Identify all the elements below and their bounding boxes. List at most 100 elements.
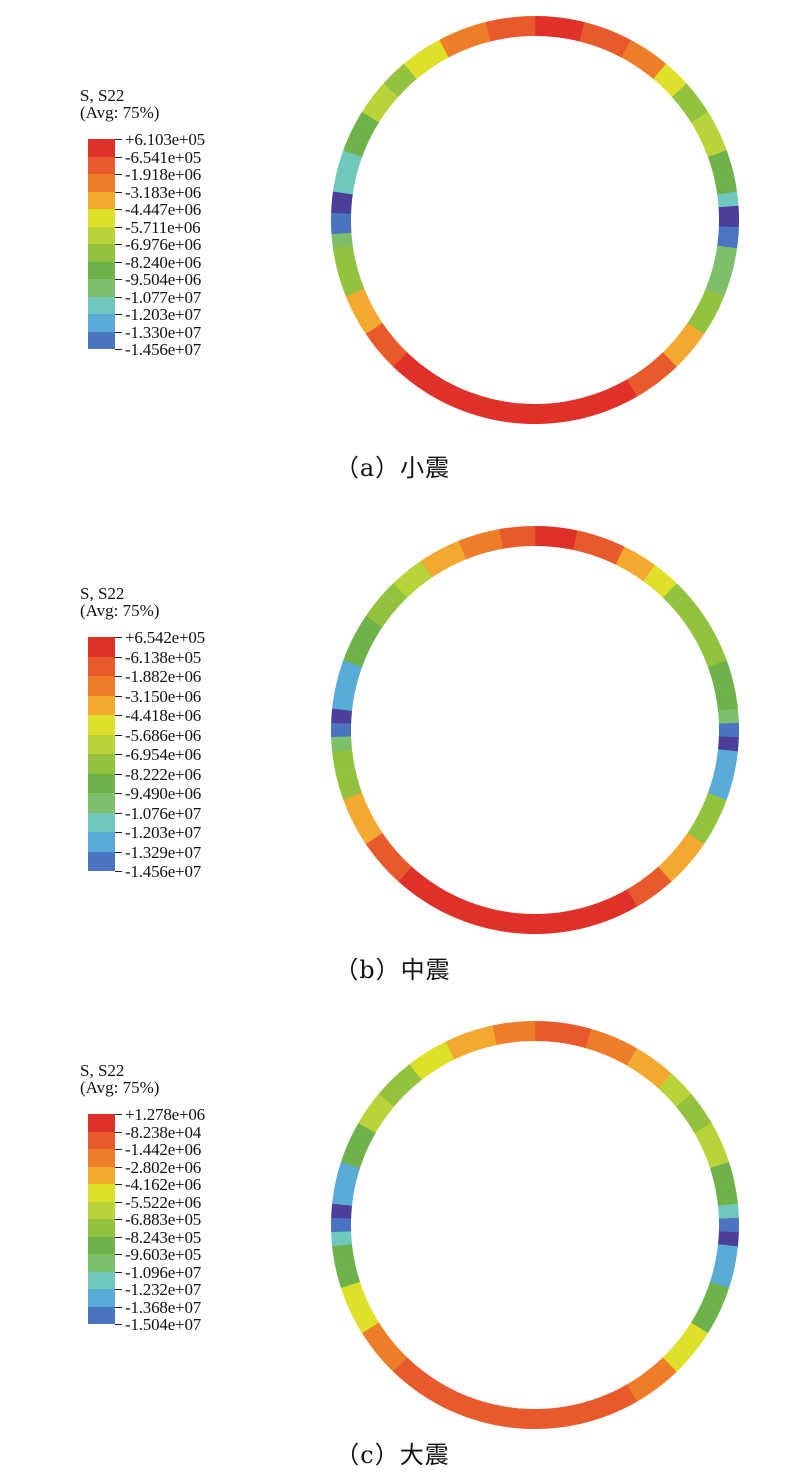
ring-sector <box>694 306 716 323</box>
ring-sector <box>716 1189 738 1200</box>
ring-sector <box>535 1021 543 1042</box>
legend-tick <box>115 279 122 280</box>
ring-sector <box>336 774 359 787</box>
ring-sector <box>572 908 585 930</box>
ring-sector <box>361 827 383 845</box>
ring-sector <box>520 403 529 424</box>
ring-sector <box>351 123 373 140</box>
ring-sector <box>694 1123 716 1139</box>
ring-sector <box>520 1021 529 1042</box>
ring-sector <box>642 874 661 896</box>
legend-tick <box>115 244 122 245</box>
ring-sector <box>560 17 571 39</box>
ring-sector <box>348 294 370 310</box>
ring-sector <box>420 882 438 904</box>
ring-sector <box>348 640 370 656</box>
ring-sector <box>707 150 730 164</box>
legend-level-label: -9.504e+06 <box>125 270 202 289</box>
ring-sector <box>707 276 730 291</box>
ring-sector <box>541 403 550 424</box>
ring-sector <box>716 245 738 256</box>
figure-caption: （b）中震 <box>334 956 451 984</box>
ring-sector <box>560 1406 571 1428</box>
ring-sector <box>662 347 682 367</box>
ring-sector <box>713 768 735 780</box>
ring-sector <box>409 874 427 896</box>
ring-sector <box>334 177 356 189</box>
ring-sector <box>445 33 461 55</box>
ring-sector <box>597 538 612 560</box>
legend-swatch <box>88 1201 115 1219</box>
ring-sector <box>383 1083 403 1102</box>
ring-sector <box>432 889 449 911</box>
ring-sector <box>679 1099 701 1118</box>
legend-level-label: -4.418e+06 <box>125 706 202 725</box>
legend-level-label: -6.138e+05 <box>125 647 202 667</box>
ring-sector <box>358 1316 379 1334</box>
ring-sector <box>369 1332 391 1351</box>
ring-sector <box>358 311 379 329</box>
ring-sector <box>335 170 357 182</box>
ring-sector <box>492 1404 504 1426</box>
ring-sector <box>705 792 727 807</box>
legend-tick <box>115 851 122 853</box>
ring-sector <box>573 1025 585 1047</box>
ring-sector <box>345 136 368 152</box>
ring-sector <box>445 543 461 565</box>
ring-sector <box>667 1348 687 1367</box>
legend-tick <box>115 832 122 833</box>
ring-sector <box>452 30 467 52</box>
ring-sector <box>615 1041 632 1063</box>
ring-sector <box>426 553 444 574</box>
ring-sector <box>398 866 417 887</box>
legend-tick <box>115 1236 122 1238</box>
legend-swatch <box>88 244 115 262</box>
ring-sector <box>409 1369 427 1391</box>
legend-swatch <box>88 695 115 715</box>
ring-sector <box>361 1322 383 1340</box>
legend-level-label: -6.541e+05 <box>125 147 202 167</box>
ring-sector <box>653 63 672 84</box>
ring-sector <box>335 1262 357 1275</box>
ring-sector <box>415 50 433 72</box>
ring-sector <box>690 1317 712 1334</box>
ring-sector <box>637 50 656 72</box>
ring-sector <box>438 382 455 404</box>
ring-sector <box>426 43 444 64</box>
legend-subtitle: (Avg: 75%) <box>80 103 160 122</box>
ring-sector <box>585 1028 599 1051</box>
legend-swatch <box>88 226 115 244</box>
ring-sector <box>527 1408 535 1429</box>
ring-sector <box>700 1299 722 1315</box>
ring-sector <box>534 403 543 425</box>
legend-tick <box>115 1184 122 1185</box>
legend-tick <box>115 695 122 697</box>
ring-sector <box>365 832 387 850</box>
legend-swatch <box>88 1219 115 1237</box>
ring-sector <box>597 28 612 50</box>
ring-sector <box>432 1384 449 1406</box>
ring-sector <box>697 300 719 317</box>
ring-sector <box>513 912 523 934</box>
ring-sector <box>643 1059 661 1081</box>
ring-sector <box>705 1287 727 1302</box>
ring-sector <box>637 560 656 582</box>
ring-sector <box>662 857 682 877</box>
ring-sector <box>415 1055 433 1077</box>
ring-sector <box>603 540 619 563</box>
legend-swatch <box>88 676 115 696</box>
ring-sector <box>585 904 599 927</box>
ring-sector <box>499 911 510 933</box>
ring-sector <box>566 19 578 41</box>
ring-sector <box>403 1365 422 1386</box>
ring-sector <box>361 317 383 335</box>
legend-swatch <box>88 1184 115 1202</box>
ring-sector <box>398 1361 417 1382</box>
ring-sector <box>711 264 733 277</box>
ring-sector <box>465 1030 479 1053</box>
ring-sector <box>388 857 408 877</box>
ring-sector <box>358 111 380 128</box>
ring-sector <box>632 1377 650 1399</box>
legend-b: S, S22 (Avg: 75%) +6.542e+05 -6.138e+05 -1… <box>80 585 205 880</box>
ring-sector <box>506 527 517 548</box>
